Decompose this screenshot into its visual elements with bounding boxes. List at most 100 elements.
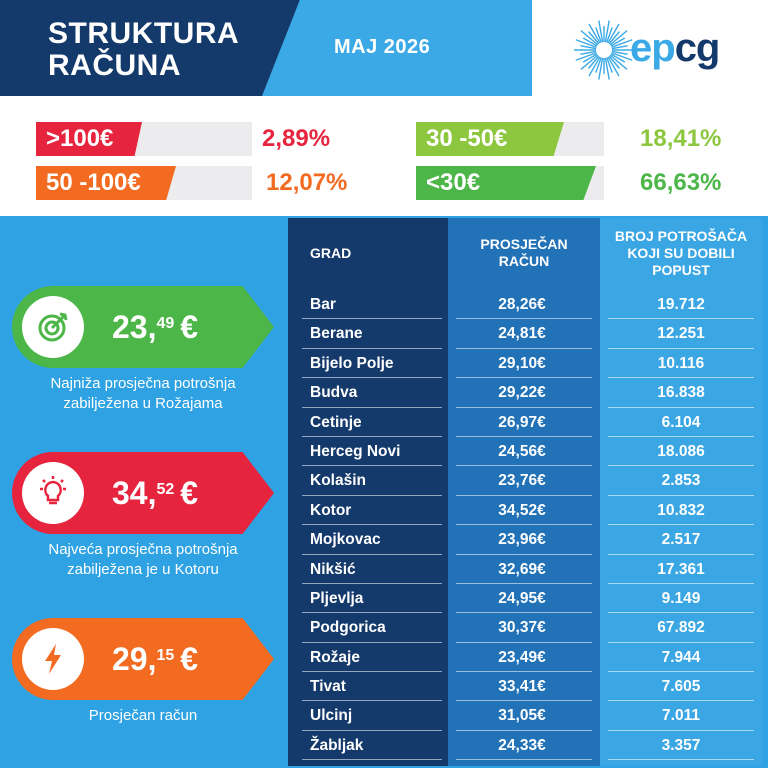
sunburst-ray (610, 53, 626, 63)
sunburst-ray (611, 52, 633, 61)
icon-circle (22, 296, 84, 358)
cell-grad: Herceg Novi (310, 442, 401, 460)
caption-line2: zabilježena je u Kotoru (67, 561, 219, 578)
row-divider (608, 318, 754, 320)
cell-broj-potrosaca: 2.517 (661, 531, 701, 549)
caption-line1: Najniža prosječna potrošnja (50, 375, 236, 392)
page-title-line2: RAČUNA (48, 49, 181, 82)
row-divider (608, 347, 754, 349)
cell-grad: Mojkovac (310, 531, 381, 549)
cell-broj-potrosaca: 9.149 (661, 589, 701, 607)
column-grad-bg (288, 218, 448, 766)
row-divider (302, 612, 442, 614)
table-row: Ulcinj 31,05€ 7.011 (288, 701, 762, 731)
value-int: 29, (112, 641, 157, 677)
sunburst-ray (588, 56, 601, 77)
month-block: MAJ 2026 (262, 0, 532, 96)
row-divider (608, 641, 754, 643)
row-divider (302, 494, 442, 496)
table-row: Kotor 34,52€ 10.832 (288, 496, 762, 526)
row-divider (608, 465, 754, 467)
cell-prosjecan-racun: 23,76€ (498, 472, 546, 490)
row-divider (456, 553, 592, 555)
cell-grad: Bar (310, 296, 336, 313)
sunburst-ray (598, 57, 604, 80)
cell-grad: Budva (310, 384, 358, 402)
cell-prosjecan-racun: 24,33€ (498, 736, 546, 754)
icon-circle (22, 628, 84, 690)
value-dec: 49 (156, 315, 175, 332)
bill-distribution: >100€ 2,89% 50 -100€ 12,07% 30 -50€ 18,4… (0, 96, 768, 216)
page-title-line1: STRUKTURA (48, 17, 240, 50)
column-broj-bg (600, 218, 762, 766)
cell-broj-potrosaca: 3.357 (661, 736, 701, 754)
logo-text-ep: ep (630, 26, 676, 70)
cell-prosjecan-racun: 24,81€ (498, 325, 546, 343)
cell-prosjecan-racun: 23,49€ (498, 648, 546, 666)
caption-line1: Najveća prosječna potrošnja (48, 541, 238, 558)
cell-prosjecan-racun: 26,97€ (498, 413, 546, 431)
row-divider (456, 347, 592, 349)
sunburst-ray (588, 23, 601, 44)
cell-grad: Podgorica (310, 619, 386, 637)
header-prosjecan-line2: RAČUN (498, 253, 550, 269)
sunburst-ray (580, 50, 597, 55)
sunburst-ray (607, 56, 620, 77)
cell-prosjecan-racun: 31,05€ (498, 707, 546, 725)
highest-average-value: 34,52 € (112, 474, 198, 512)
value-dec: 15 (156, 647, 175, 664)
title-block: STRUKTURA RAČUNA (0, 0, 300, 96)
row-divider (302, 641, 442, 643)
header-grad: GRAD (288, 218, 448, 288)
dist-value-50-100: 12,07% (266, 169, 348, 196)
row-divider (302, 347, 442, 349)
cell-broj-potrosaca: 67.892 (657, 619, 705, 637)
sunburst-ray (588, 55, 600, 69)
caption-line2: zabilježena u Rožajama (63, 395, 223, 412)
cell-prosjecan-racun: 29,22€ (498, 384, 546, 402)
month-label: MAJ 2026 (334, 36, 431, 58)
dist-bar-50-100: 50 -100€ (36, 166, 252, 200)
lowest-average-caption: Najniža prosječna potrošnja zabilježena … (12, 374, 274, 414)
cell-prosjecan-racun: 32,69€ (498, 560, 546, 578)
cell-broj-potrosaca: 7.605 (661, 678, 701, 696)
table-row: Nikšić 32,69€ 17.361 (288, 555, 762, 584)
cell-grad: Bijelo Polje (310, 354, 394, 372)
dist-bar-over-100: >100€ (36, 122, 252, 156)
dist-bar-under-30: <30€ (416, 166, 604, 200)
cell-grad: Pljevlja (310, 589, 364, 607)
sunburst-ray (611, 50, 628, 55)
column-prosjecan-bg (448, 218, 600, 766)
row-divider (608, 435, 754, 437)
cell-broj-potrosaca: 7.011 (662, 707, 700, 725)
dist-bar-30-50: 30 -50€ (416, 122, 604, 156)
sunburst-ray (606, 27, 613, 43)
lowest-average-value: 23,49 € (112, 308, 198, 346)
header-broj: BROJ POTROŠAČA KOJI SU DOBILI POPUST (600, 218, 762, 288)
table-row: Žabljak 24,33€ 3.357 (288, 731, 762, 761)
sunburst-ray (610, 37, 626, 47)
dist-value-over-100: 2,89% (262, 125, 331, 152)
cell-prosjecan-racun: 30,37€ (498, 619, 546, 637)
row-divider (302, 318, 442, 320)
target-icon (38, 312, 68, 342)
sunburst-ray (607, 23, 620, 44)
row-divider (456, 671, 592, 673)
sunburst-icon (574, 20, 634, 80)
city-table: GRAD PROSJEČAN RAČUN BROJ POTROŠAČA KOJI… (288, 218, 762, 766)
row-divider (302, 465, 442, 467)
sunburst-ray (582, 53, 598, 63)
row-divider (456, 641, 592, 643)
row-divider (302, 729, 442, 731)
value-currency: € (180, 475, 199, 511)
row-divider (456, 700, 592, 702)
table-row: Berane 24,81€ 12.251 (288, 319, 762, 349)
row-divider (302, 406, 442, 408)
row-divider (608, 406, 754, 408)
row-divider (608, 524, 754, 526)
cell-grad: Kotor (310, 501, 352, 519)
cell-grad: Berane (310, 325, 363, 343)
table-body: Bar 28,26€ 19.712 Berane 24,81€ 12.251 Bijelo … (288, 290, 762, 761)
table-row: Bar 28,26€ 19.712 (288, 290, 762, 320)
row-divider (456, 524, 592, 526)
